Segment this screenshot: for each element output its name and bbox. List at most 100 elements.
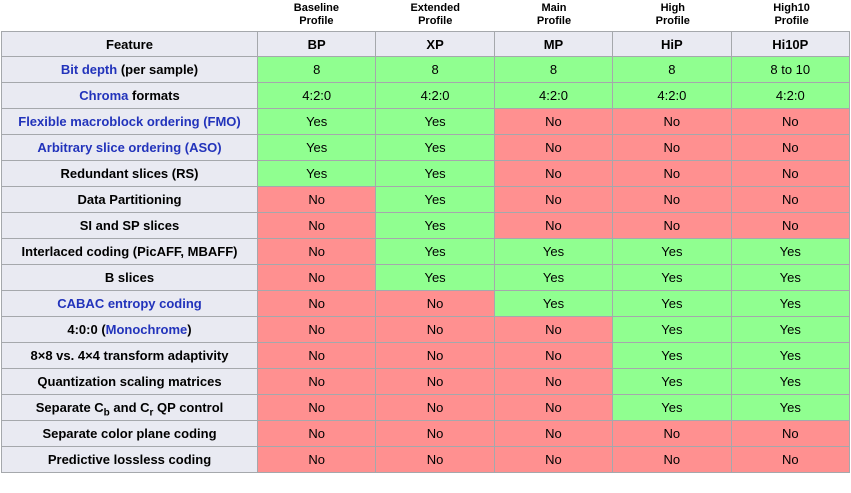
feature-text: Quantization scaling matrices bbox=[37, 374, 222, 389]
table-row: 8×8 vs. 4×4 transform adaptivity No No No Ye… bbox=[1, 342, 851, 369]
value-cell: No bbox=[730, 420, 851, 447]
table-header-row: Feature BP XP MP HiP Hi10P bbox=[1, 31, 851, 57]
value-cell: 4:2:0 bbox=[612, 82, 732, 109]
value-cell: Yes bbox=[375, 212, 495, 239]
feature-text: Interlaced coding (PicAFF, MBAFF) bbox=[21, 244, 238, 259]
value-cell: Yes bbox=[730, 342, 851, 369]
table-row: Separate Cb and Cr QP control No No No Yes Ye… bbox=[1, 394, 851, 421]
feature-cell: Interlaced coding (PicAFF, MBAFF) bbox=[1, 238, 258, 265]
table-row: Arbitrary slice ordering (ASO) Yes Yes No No… bbox=[1, 134, 851, 161]
value-cell: Yes bbox=[612, 290, 732, 317]
value-cell: No bbox=[612, 420, 732, 447]
feature-text: Separate C bbox=[35, 400, 104, 415]
feature-text: r bbox=[149, 407, 154, 419]
value-cell: Yes bbox=[730, 368, 851, 395]
profile-feature-table: Feature BP XP MP HiP Hi10P Bit depth (pe… bbox=[1, 31, 851, 473]
value-cell: No bbox=[612, 108, 732, 135]
feature-link[interactable]: Flexible macroblock ordering (FMO) bbox=[18, 114, 241, 129]
feature-link[interactable]: Monochrome bbox=[105, 322, 188, 337]
value-cell: 8 bbox=[612, 56, 732, 83]
value-cell: No bbox=[730, 160, 851, 187]
value-cell: Yes bbox=[612, 264, 732, 291]
value-cell: No bbox=[612, 446, 732, 473]
value-cell: No bbox=[256, 238, 377, 265]
value-cell: No bbox=[612, 160, 732, 187]
value-cell: No bbox=[493, 394, 614, 421]
feature-text: formats bbox=[128, 88, 180, 103]
feature-text: Redundant slices (RS) bbox=[60, 166, 199, 181]
feature-cell: Arbitrary slice ordering (ASO) bbox=[1, 134, 258, 161]
value-cell: Yes bbox=[493, 290, 614, 317]
value-cell: No bbox=[375, 368, 495, 395]
value-cell: Yes bbox=[612, 238, 732, 265]
feature-link[interactable]: Arbitrary slice ordering (ASO) bbox=[37, 140, 222, 155]
value-cell: No bbox=[256, 394, 377, 421]
value-cell: Yes bbox=[730, 264, 851, 291]
feature-text: Separate color plane coding bbox=[42, 426, 217, 441]
table-header: Feature BP XP MP HiP Hi10P bbox=[1, 31, 851, 57]
value-cell: No bbox=[493, 108, 614, 135]
value-cell: 4:2:0 bbox=[256, 82, 377, 109]
value-cell: No bbox=[256, 290, 377, 317]
value-cell: No bbox=[493, 134, 614, 161]
column-header-xp: XP bbox=[375, 31, 495, 57]
value-cell: No bbox=[493, 342, 614, 369]
feature-cell: Chroma formats bbox=[1, 82, 258, 109]
feature-cell: Separate color plane coding bbox=[1, 420, 258, 447]
value-cell: No bbox=[612, 134, 732, 161]
feature-header-cell: Feature bbox=[1, 31, 258, 57]
feature-text: Predictive lossless coding bbox=[47, 452, 212, 467]
table-row: 4:0:0 (Monochrome) No No No Yes Yes bbox=[1, 316, 851, 343]
table-row: B slices No Yes Yes Yes Yes bbox=[1, 264, 851, 291]
feature-text: (per sample) bbox=[117, 62, 199, 77]
feature-cell: Separate Cb and Cr QP control bbox=[1, 394, 258, 421]
column-header-hi10p: Hi10P bbox=[730, 31, 851, 57]
feature-text: B slices bbox=[104, 270, 155, 285]
value-cell: Yes bbox=[730, 394, 851, 421]
feature-link[interactable]: Bit depth bbox=[60, 62, 118, 77]
table-row: SI and SP slices No Yes No No No bbox=[1, 212, 851, 239]
value-cell: 4:2:0 bbox=[730, 82, 851, 109]
column-header-hip: HiP bbox=[612, 31, 732, 57]
value-cell: Yes bbox=[256, 134, 377, 161]
value-cell: Yes bbox=[375, 264, 495, 291]
value-cell: No bbox=[493, 212, 614, 239]
value-cell: Yes bbox=[612, 394, 732, 421]
value-cell: Yes bbox=[730, 290, 851, 317]
profile-column-label-high10: High10 Profile bbox=[773, 2, 810, 27]
value-cell: No bbox=[256, 446, 377, 473]
feature-cell: CABAC entropy coding bbox=[1, 290, 258, 317]
table-row: Predictive lossless coding No No No No No bbox=[1, 446, 851, 473]
column-header-bp: BP bbox=[256, 31, 377, 57]
value-cell: No bbox=[375, 290, 495, 317]
feature-cell: Quantization scaling matrices bbox=[1, 368, 258, 395]
feature-cell: 4:0:0 (Monochrome) bbox=[1, 316, 258, 343]
value-cell: Yes bbox=[612, 316, 732, 343]
value-cell: No bbox=[256, 186, 377, 213]
feature-cell: Predictive lossless coding bbox=[1, 446, 258, 473]
value-cell: 4:2:0 bbox=[493, 82, 614, 109]
value-cell: Yes bbox=[612, 368, 732, 395]
value-cell: No bbox=[375, 446, 495, 473]
feature-cell: SI and SP slices bbox=[1, 212, 258, 239]
feature-text: ) bbox=[187, 322, 192, 337]
value-cell: Yes bbox=[375, 160, 495, 187]
value-cell: No bbox=[493, 160, 614, 187]
feature-text: and C bbox=[109, 400, 150, 415]
feature-link[interactable]: CABAC entropy coding bbox=[57, 296, 202, 311]
feature-cell: 8×8 vs. 4×4 transform adaptivity bbox=[1, 342, 258, 369]
profile-column-label-extended: Extended Profile bbox=[410, 2, 460, 27]
value-cell: Yes bbox=[493, 264, 614, 291]
feature-text: b bbox=[103, 407, 110, 419]
table-row: CABAC entropy coding No No Yes Yes Yes bbox=[1, 290, 851, 317]
value-cell: No bbox=[493, 446, 614, 473]
value-cell: 4:2:0 bbox=[375, 82, 495, 109]
feature-text: SI and SP slices bbox=[79, 218, 180, 233]
value-cell: No bbox=[256, 316, 377, 343]
value-cell: Yes bbox=[493, 238, 614, 265]
feature-link[interactable]: Chroma bbox=[79, 88, 129, 103]
value-cell: Yes bbox=[375, 238, 495, 265]
profile-column-label-baseline: Baseline Profile bbox=[293, 2, 340, 27]
value-cell: No bbox=[493, 368, 614, 395]
column-header-mp: MP bbox=[493, 31, 614, 57]
